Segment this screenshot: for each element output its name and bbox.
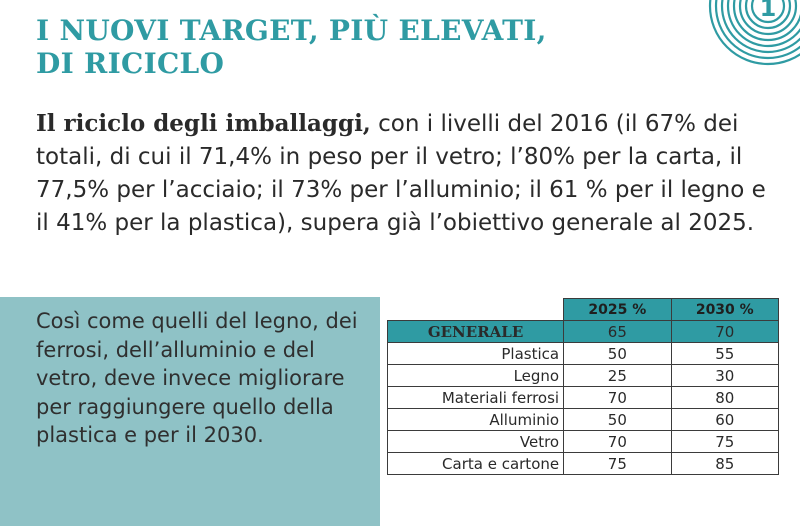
table-header-2025: 2025 % — [563, 298, 672, 321]
row-value-2025: 50 — [563, 342, 672, 365]
badge-number: 1 — [760, 0, 777, 22]
row-label: Carta e cartone — [386, 452, 565, 475]
intro-paragraph: Il riciclo degli imballaggi, con i livel… — [36, 107, 776, 240]
intro-text: con i livelli del 2016 (il 67% dei total… — [36, 111, 766, 236]
row-value-2025: 25 — [563, 364, 672, 387]
row-label: Alluminio — [386, 408, 565, 431]
row-label: Vetro — [386, 430, 565, 453]
side-text: Così come quelli del legno, dei ferrosi,… — [36, 309, 358, 447]
table-row: Carta e cartone 75 85 — [386, 452, 780, 475]
table-header-row: 2025 % 2030 % — [387, 298, 780, 321]
row-label: Plastica — [386, 342, 565, 365]
row-value-2025: 70 — [563, 386, 672, 409]
row-label: GENERALE — [386, 320, 565, 343]
table-row: Alluminio 50 60 — [386, 408, 780, 431]
row-value-2025: 70 — [563, 430, 672, 453]
side-panel — [0, 297, 380, 526]
page-title: I NUOVI TARGET, PIÙ ELEVATI, DI RICICLO — [36, 14, 547, 80]
row-value-2030: 85 — [670, 452, 780, 475]
row-value-2030: 55 — [670, 342, 780, 365]
row-value-2030: 30 — [670, 364, 780, 387]
row-label: Legno — [386, 364, 565, 387]
row-value-2025: 75 — [563, 452, 672, 475]
intro-bold-lead: Il riciclo degli imballaggi, — [36, 110, 371, 137]
row-value-2030: 70 — [670, 320, 780, 343]
table-row: Legno 25 30 — [386, 364, 780, 387]
title-line-1: I NUOVI TARGET, PIÙ ELEVATI, — [36, 14, 547, 47]
row-value-2030: 75 — [670, 430, 780, 453]
row-value-2025: 50 — [563, 408, 672, 431]
table-header-corner — [387, 298, 565, 321]
table-row: Vetro 70 75 — [386, 430, 780, 453]
title-line-2: DI RICICLO — [36, 47, 225, 80]
table-row: GENERALE 65 70 — [386, 320, 780, 343]
row-value-2030: 80 — [670, 386, 780, 409]
table-row: Materiali ferrosi 70 80 — [386, 386, 780, 409]
table-row: Plastica 50 55 — [386, 342, 780, 365]
row-value-2030: 60 — [670, 408, 780, 431]
row-value-2025: 65 — [563, 320, 672, 343]
concentric-circles-icon: 1 — [708, 0, 800, 66]
row-label: Materiali ferrosi — [386, 386, 565, 409]
table-header-2030: 2030 % — [670, 298, 780, 321]
targets-table: 2025 % 2030 % GENERALE 65 70 Plastica 50… — [386, 298, 780, 475]
